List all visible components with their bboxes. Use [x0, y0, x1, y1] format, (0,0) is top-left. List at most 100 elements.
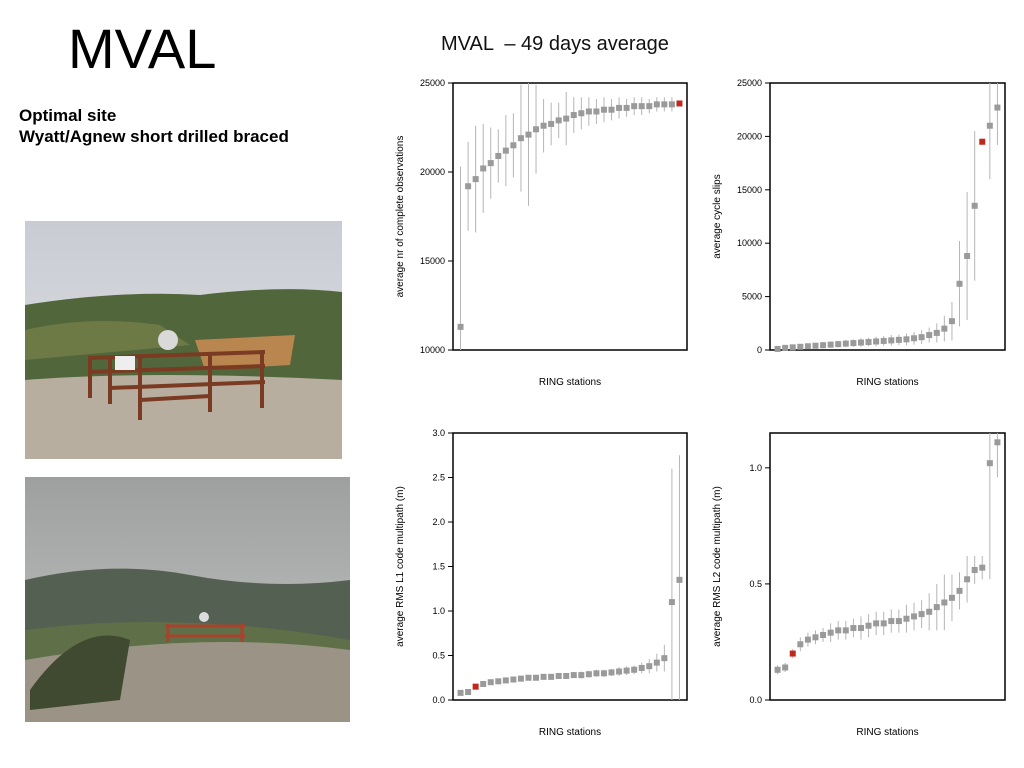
- data-point: [895, 618, 902, 625]
- data-point: [812, 342, 819, 349]
- data-point: [926, 332, 933, 339]
- y-tick-label: 0.5: [432, 651, 445, 661]
- data-point: [941, 325, 948, 332]
- data-point: [782, 664, 789, 671]
- y-tick-label: 1.5: [432, 562, 445, 572]
- chart: 0 5000 10000 15000 20000 25000 average cycle s…: [712, 78, 1006, 388]
- data-point: [835, 627, 842, 634]
- chart: 0.0 0.5 1.0 1.5 2.0 2.5 3.0 average RMS L1 code…: [395, 428, 688, 738]
- data-point: [820, 342, 827, 349]
- y-tick-label: 0.0: [749, 695, 762, 705]
- y-tick-label: 15000: [420, 256, 445, 266]
- data-point: [502, 147, 509, 154]
- data-point: [570, 112, 577, 119]
- data-point: [971, 202, 978, 209]
- y-tick-label: 3.0: [432, 428, 445, 438]
- data-point: [986, 460, 993, 467]
- data-point: [525, 674, 532, 681]
- data-point: [789, 650, 796, 657]
- data-point: [593, 108, 600, 115]
- data-point: [926, 608, 933, 615]
- data-point: [964, 253, 971, 260]
- data-point: [465, 183, 472, 190]
- data-point: [616, 668, 623, 675]
- y-axis-label: average RMS L2 code multipath (m): [712, 486, 723, 647]
- data-point: [646, 103, 653, 110]
- data-point: [548, 120, 555, 127]
- data-point: [563, 672, 570, 679]
- data-point: [578, 672, 585, 679]
- y-tick-label: 0: [757, 345, 762, 355]
- data-point: [842, 627, 849, 634]
- site-notes: Optimal site Wyatt/Agnew short drilled b…: [19, 105, 289, 147]
- chart: 0.0 0.5 1.0 average RMS L2 code multipath (…: [712, 432, 1006, 738]
- data-point: [646, 663, 653, 670]
- data-point: [827, 629, 834, 636]
- y-tick-label: 25000: [737, 78, 762, 88]
- y-tick-label: 25000: [420, 78, 445, 88]
- data-point: [495, 152, 502, 159]
- y-tick-label: 20000: [420, 167, 445, 177]
- data-point: [525, 131, 532, 138]
- data-point: [668, 101, 675, 108]
- data-point: [661, 655, 668, 662]
- data-point: [570, 672, 577, 679]
- y-tick-label: 2.5: [432, 473, 445, 483]
- data-point: [585, 108, 592, 115]
- data-point: [480, 680, 487, 687]
- error-bars: [777, 433, 998, 675]
- data-point: [563, 115, 570, 122]
- data-point: [487, 160, 494, 167]
- data-point: [661, 101, 668, 108]
- y-tick-label: 0.0: [432, 695, 445, 705]
- photo-site: [25, 221, 342, 459]
- photo-road: [25, 477, 350, 722]
- data-point: [994, 439, 1001, 446]
- data-point: [857, 339, 864, 346]
- data-point: [994, 104, 1001, 111]
- y-axis-label: average RMS L1 code multipath (m): [395, 486, 406, 647]
- plot-frame: [769, 432, 1006, 701]
- data-point: [502, 677, 509, 684]
- data-point: [888, 337, 895, 344]
- data-point: [956, 587, 963, 594]
- data-point: [857, 625, 864, 632]
- data-point: [774, 345, 781, 352]
- y-tick-label: 1.0: [432, 606, 445, 616]
- data-point: [600, 106, 607, 113]
- plot-frame: [452, 82, 688, 351]
- data-point: [638, 103, 645, 110]
- data-point: [933, 329, 940, 336]
- data-point: [585, 671, 592, 678]
- data-point: [865, 338, 872, 345]
- data-point: [638, 664, 645, 671]
- data-point: [465, 688, 472, 695]
- data-point: [865, 622, 872, 629]
- data-point: [979, 564, 986, 571]
- y-tick-label: 10000: [737, 238, 762, 248]
- x-axis-label: RING stations: [539, 727, 601, 738]
- data-point: [850, 625, 857, 632]
- data-point: [517, 135, 524, 142]
- x-axis-label: RING stations: [856, 727, 918, 738]
- data-point: [623, 667, 630, 674]
- data-point: [903, 615, 910, 622]
- data-point: [510, 142, 517, 149]
- data-point: [948, 318, 955, 325]
- data-point: [986, 122, 993, 129]
- y-tick-label: 10000: [420, 345, 445, 355]
- data-point: [903, 336, 910, 343]
- data-point: [964, 576, 971, 583]
- y-tick-label: 0.5: [749, 579, 762, 589]
- data-point: [812, 634, 819, 641]
- x-axis-label: RING stations: [856, 377, 918, 388]
- data-point: [517, 675, 524, 682]
- y-tick-label: 15000: [737, 185, 762, 195]
- data-point: [578, 110, 585, 117]
- data-point: [631, 103, 638, 110]
- data-point: [540, 122, 547, 129]
- chart: 10000 15000 20000 25000 average nr of comple…: [395, 78, 688, 388]
- data-point: [888, 618, 895, 625]
